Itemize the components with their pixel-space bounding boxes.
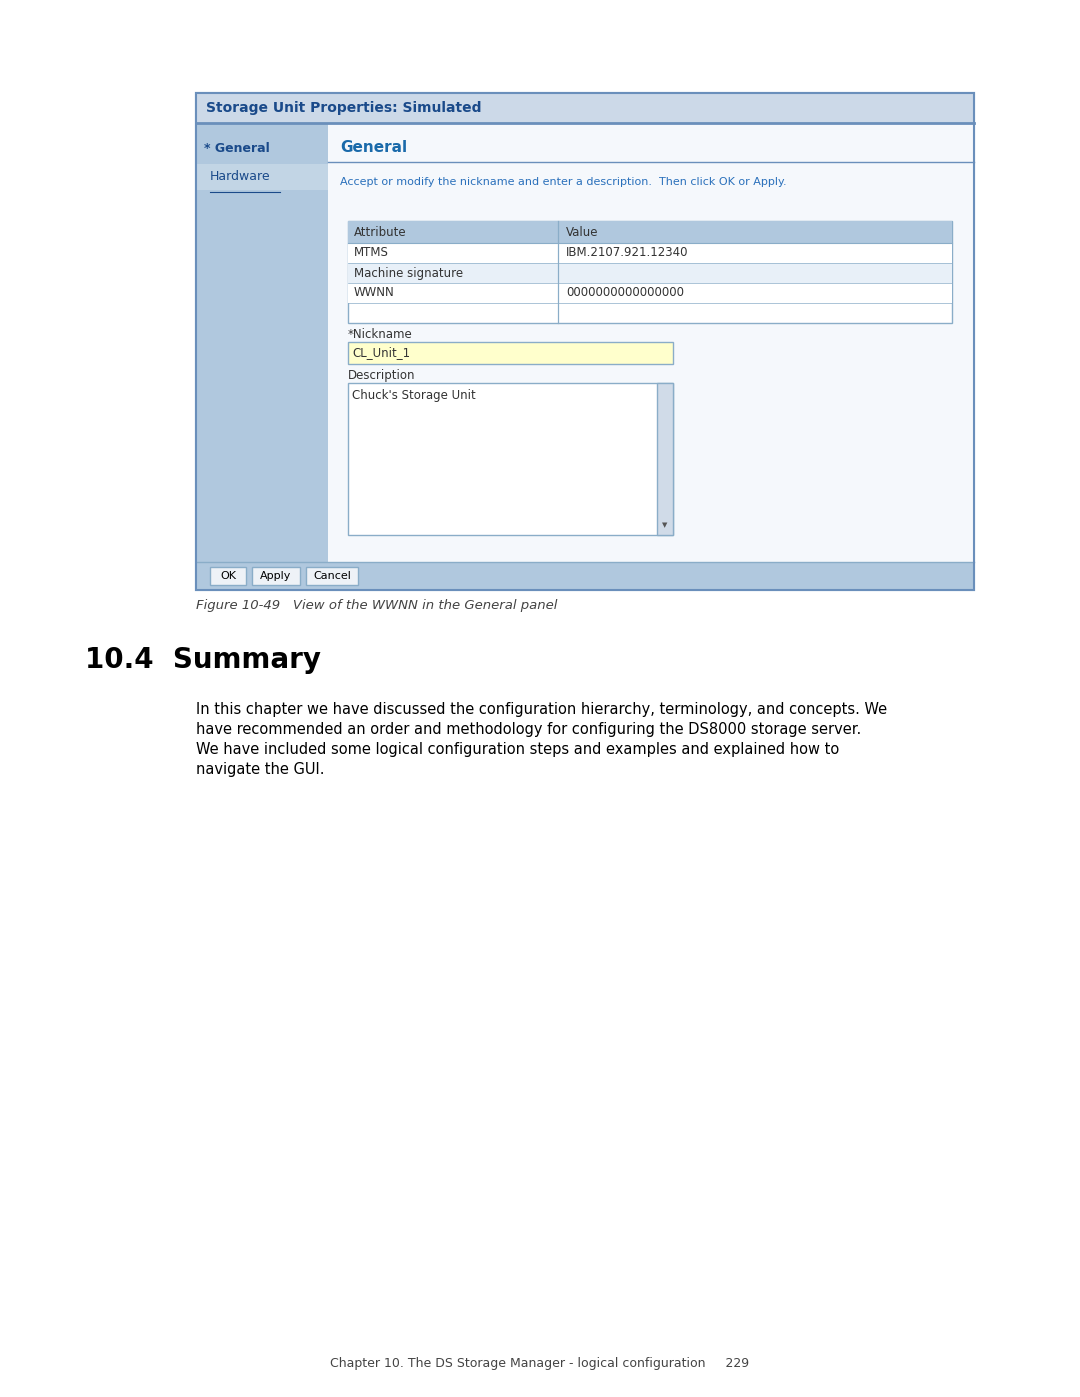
Text: Apply: Apply [260, 571, 292, 581]
Text: We have included some logical configuration steps and examples and explained how: We have included some logical configurat… [195, 742, 839, 757]
Bar [195, 562, 974, 590]
Bar [195, 94, 974, 590]
Text: Hardware: Hardware [210, 170, 271, 183]
Text: * General: * General [204, 141, 270, 155]
Text: WWNN: WWNN [354, 286, 395, 299]
Bar [195, 94, 974, 123]
Text: OK: OK [220, 571, 237, 581]
Bar [348, 263, 951, 284]
Bar [348, 383, 673, 535]
Bar [195, 123, 328, 566]
Text: Cancel: Cancel [313, 571, 351, 581]
Text: Machine signature: Machine signature [354, 267, 463, 279]
Bar [306, 567, 357, 585]
Bar [252, 567, 300, 585]
Text: In this chapter we have discussed the configuration hierarchy, terminology, and : In this chapter we have discussed the co… [195, 703, 887, 717]
Text: MTMS: MTMS [354, 246, 389, 260]
Text: navigate the GUI.: navigate the GUI. [195, 761, 324, 777]
Bar [657, 383, 673, 535]
Text: 10.4  Summary: 10.4 Summary [85, 645, 321, 673]
Text: IBM.2107.921.12340: IBM.2107.921.12340 [566, 246, 689, 260]
Text: Storage Unit Properties: Simulated: Storage Unit Properties: Simulated [206, 101, 482, 115]
Bar [210, 567, 246, 585]
Text: 0000000000000000: 0000000000000000 [566, 286, 684, 299]
Text: Figure 10-49   View of the WWNN in the General panel: Figure 10-49 View of the WWNN in the Gen… [195, 599, 557, 612]
Bar [348, 243, 951, 263]
Bar [195, 163, 328, 190]
Bar [328, 123, 974, 566]
Text: Attribute: Attribute [354, 225, 407, 239]
Text: General: General [340, 141, 407, 155]
Text: Accept or modify the nickname and enter a description.  Then click OK or Apply.: Accept or modify the nickname and enter … [340, 177, 786, 187]
Bar [195, 94, 974, 590]
Text: Chapter 10. The DS Storage Manager - logical configuration     229: Chapter 10. The DS Storage Manager - log… [330, 1356, 750, 1370]
Bar [348, 221, 951, 323]
Text: Description: Description [348, 369, 416, 381]
Bar [348, 342, 673, 365]
Text: Value: Value [566, 225, 598, 239]
Text: have recommended an order and methodology for configuring the DS8000 storage ser: have recommended an order and methodolog… [195, 722, 861, 738]
Text: Chuck's Storage Unit: Chuck's Storage Unit [352, 388, 476, 402]
Text: CL_Unit_1: CL_Unit_1 [352, 346, 410, 359]
Text: ▼: ▼ [662, 522, 667, 528]
Bar [348, 284, 951, 303]
Bar [348, 221, 951, 243]
Text: *Nickname: *Nickname [348, 328, 413, 341]
